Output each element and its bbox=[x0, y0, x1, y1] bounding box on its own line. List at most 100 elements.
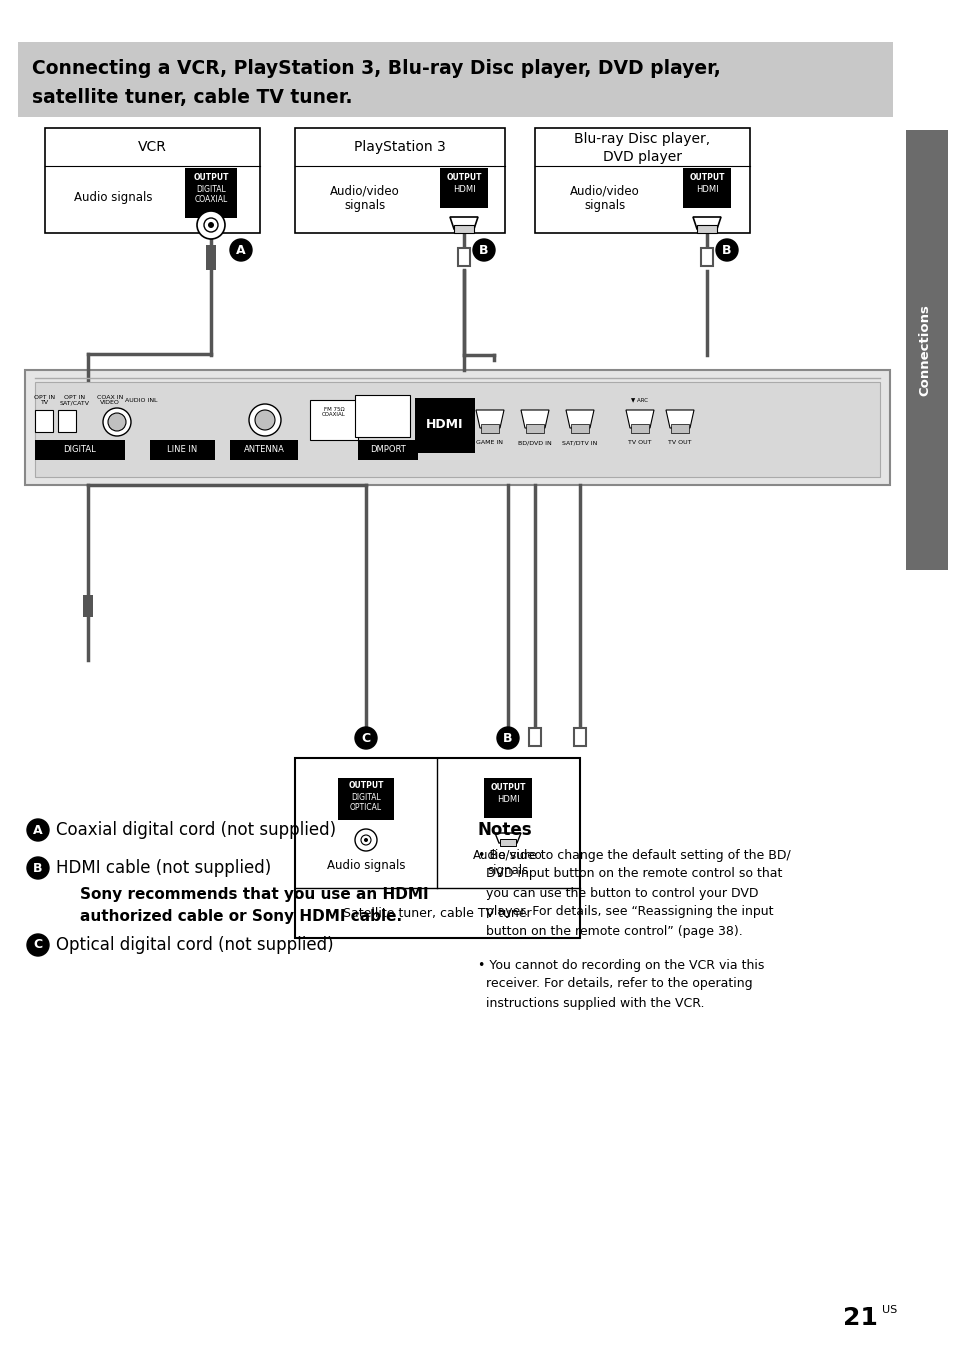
Circle shape bbox=[364, 838, 368, 842]
Text: Connections: Connections bbox=[918, 304, 930, 396]
Bar bbox=[571, 425, 588, 433]
Text: player. For details, see “Reassigning the input: player. For details, see “Reassigning th… bbox=[477, 906, 773, 918]
Text: OUTPUT: OUTPUT bbox=[688, 173, 724, 181]
Bar bbox=[35, 439, 125, 460]
Text: SAT/DTV IN: SAT/DTV IN bbox=[561, 441, 598, 446]
Circle shape bbox=[230, 239, 252, 261]
Text: TV OUT: TV OUT bbox=[628, 441, 651, 446]
Text: OUTPUT: OUTPUT bbox=[490, 783, 525, 791]
Text: HDMI: HDMI bbox=[497, 795, 518, 803]
Bar bbox=[415, 397, 475, 453]
Text: A: A bbox=[236, 243, 246, 257]
Bar bbox=[480, 425, 498, 433]
Bar bbox=[682, 168, 730, 208]
Circle shape bbox=[360, 836, 371, 845]
Text: HDMI: HDMI bbox=[453, 184, 475, 193]
Bar bbox=[670, 425, 688, 433]
Text: B: B bbox=[503, 731, 512, 745]
Circle shape bbox=[716, 239, 738, 261]
Polygon shape bbox=[625, 410, 654, 429]
Text: DIGITAL: DIGITAL bbox=[351, 794, 380, 803]
Text: AUDIO IN: AUDIO IN bbox=[125, 397, 154, 403]
Text: TV OUT: TV OUT bbox=[667, 441, 691, 446]
Bar bbox=[230, 439, 297, 460]
Circle shape bbox=[355, 727, 376, 749]
Bar bbox=[483, 777, 532, 818]
Text: Blu-ray Disc player,
DVD player: Blu-ray Disc player, DVD player bbox=[574, 131, 710, 164]
Bar bbox=[83, 595, 92, 617]
Text: Sony recommends that you use an HDMI: Sony recommends that you use an HDMI bbox=[80, 887, 428, 903]
Bar bbox=[35, 383, 879, 477]
Text: • You cannot do recording on the VCR via this: • You cannot do recording on the VCR via… bbox=[477, 959, 763, 972]
Text: authorized cable or Sony HDMI cable.: authorized cable or Sony HDMI cable. bbox=[80, 910, 402, 925]
Text: OUTPUT: OUTPUT bbox=[348, 781, 383, 791]
Bar bbox=[357, 439, 417, 460]
Bar bbox=[439, 168, 488, 208]
Text: BD/DVD IN: BD/DVD IN bbox=[517, 441, 551, 446]
Bar bbox=[294, 128, 504, 233]
Circle shape bbox=[473, 239, 495, 261]
Text: A: A bbox=[33, 823, 43, 837]
Circle shape bbox=[355, 829, 376, 850]
Bar bbox=[185, 168, 236, 218]
Text: Connecting a VCR, PlayStation 3, Blu-ray Disc player, DVD player,: Connecting a VCR, PlayStation 3, Blu-ray… bbox=[32, 58, 720, 77]
Text: OUTPUT: OUTPUT bbox=[446, 173, 481, 181]
Text: Audio/video
signals: Audio/video signals bbox=[570, 184, 639, 212]
Text: B: B bbox=[721, 243, 731, 257]
Text: ANTENNA: ANTENNA bbox=[243, 446, 284, 454]
Bar bbox=[457, 247, 470, 266]
Circle shape bbox=[27, 819, 49, 841]
Text: B: B bbox=[478, 243, 488, 257]
Polygon shape bbox=[520, 410, 548, 429]
Circle shape bbox=[196, 211, 225, 239]
Circle shape bbox=[27, 857, 49, 879]
Bar bbox=[529, 727, 540, 746]
Circle shape bbox=[204, 218, 218, 233]
Text: Notes: Notes bbox=[477, 821, 532, 840]
Text: OPT IN
TV: OPT IN TV bbox=[34, 395, 55, 406]
Text: button on the remote control” (page 38).: button on the remote control” (page 38). bbox=[477, 925, 742, 937]
Bar bbox=[58, 410, 76, 433]
Text: Coaxial digital cord (not supplied): Coaxial digital cord (not supplied) bbox=[56, 821, 335, 840]
Bar bbox=[355, 395, 410, 437]
Text: HDMI cable (not supplied): HDMI cable (not supplied) bbox=[56, 859, 271, 877]
Bar bbox=[535, 128, 749, 233]
Text: Optical digital cord (not supplied): Optical digital cord (not supplied) bbox=[56, 936, 334, 955]
Text: DVD input button on the remote control so that: DVD input button on the remote control s… bbox=[477, 868, 781, 880]
Bar bbox=[150, 439, 214, 460]
Text: satellite tuner, cable TV tuner.: satellite tuner, cable TV tuner. bbox=[32, 88, 352, 108]
Text: OPT IN
SAT/CATV: OPT IN SAT/CATV bbox=[60, 395, 90, 406]
Polygon shape bbox=[495, 833, 520, 844]
Circle shape bbox=[108, 412, 126, 431]
Text: 21: 21 bbox=[842, 1306, 877, 1330]
Text: US: US bbox=[882, 1305, 897, 1315]
Text: Audio signals: Audio signals bbox=[327, 860, 405, 872]
Circle shape bbox=[497, 727, 518, 749]
Text: ▼ ARC: ▼ ARC bbox=[631, 397, 648, 403]
Text: • Be sure to change the default setting of the BD/: • Be sure to change the default setting … bbox=[477, 849, 790, 861]
Text: FM 75Ω
COAXIAL: FM 75Ω COAXIAL bbox=[322, 407, 346, 418]
Text: OUTPUT: OUTPUT bbox=[193, 173, 229, 183]
Text: HDMI: HDMI bbox=[695, 184, 718, 193]
Text: instructions supplied with the VCR.: instructions supplied with the VCR. bbox=[477, 996, 703, 1010]
Circle shape bbox=[27, 934, 49, 956]
Text: Audio signals: Audio signals bbox=[73, 192, 152, 204]
Bar bbox=[337, 777, 394, 821]
Text: VCR: VCR bbox=[138, 141, 167, 154]
Bar bbox=[310, 400, 357, 439]
Polygon shape bbox=[665, 410, 693, 429]
Text: HDMI: HDMI bbox=[426, 419, 463, 431]
Bar bbox=[206, 245, 215, 270]
Text: you can use the button to control your DVD: you can use the button to control your D… bbox=[477, 887, 758, 899]
Text: DIGITAL: DIGITAL bbox=[196, 185, 226, 195]
Circle shape bbox=[103, 408, 131, 435]
Text: Audio/video
signals: Audio/video signals bbox=[330, 184, 399, 212]
Text: C: C bbox=[361, 731, 370, 745]
Bar bbox=[454, 224, 474, 233]
Polygon shape bbox=[565, 410, 594, 429]
Circle shape bbox=[208, 222, 213, 228]
Text: PlayStation 3: PlayStation 3 bbox=[354, 141, 445, 154]
Text: COAX IN
VIDEO: COAX IN VIDEO bbox=[96, 395, 123, 406]
Text: DIGITAL: DIGITAL bbox=[64, 446, 96, 454]
Bar bbox=[35, 410, 53, 433]
